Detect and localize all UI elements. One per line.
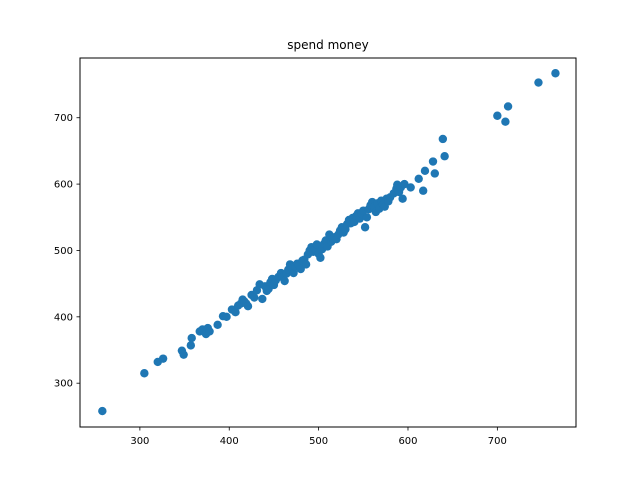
scatter-point xyxy=(179,350,188,359)
scatter-point xyxy=(205,327,214,336)
scatter-point xyxy=(289,268,298,278)
scatter-point xyxy=(493,111,502,120)
scatter-point xyxy=(362,213,372,222)
scatter-point xyxy=(534,78,543,87)
scatter-point xyxy=(158,354,168,363)
scatter-point xyxy=(398,194,407,203)
y-axis: 300 400 500 600 700 xyxy=(54,113,80,390)
scatter-point xyxy=(420,166,430,176)
y-tick-label: 400 xyxy=(54,312,73,323)
scatter-point xyxy=(501,117,510,126)
scatter-point xyxy=(551,69,560,78)
scatter-point xyxy=(243,302,253,311)
scatter-point xyxy=(316,253,325,262)
x-tick-label: 700 xyxy=(488,436,507,447)
scatter-point xyxy=(428,157,438,166)
scatter-point xyxy=(406,183,415,192)
scatter-point xyxy=(187,333,196,343)
scatter-point xyxy=(258,294,267,304)
scatter-point xyxy=(280,276,289,286)
scatter-point xyxy=(360,223,370,232)
scatter-point xyxy=(400,179,409,189)
plot-frame xyxy=(79,57,577,428)
scatter-point xyxy=(222,312,231,322)
x-tick-label: 400 xyxy=(220,436,239,447)
y-tick-label: 500 xyxy=(54,246,73,257)
scatter-point xyxy=(438,134,448,144)
scatter-point xyxy=(430,169,439,178)
y-tick-label: 600 xyxy=(54,180,73,191)
x-axis: 300 400 500 600 700 xyxy=(130,427,507,447)
x-tick-label: 300 xyxy=(130,436,149,447)
scatter-point xyxy=(414,174,423,183)
scatter-point xyxy=(418,186,428,195)
scatter-point xyxy=(98,406,107,416)
y-tick-label: 300 xyxy=(54,379,73,390)
x-tick-label: 500 xyxy=(309,436,328,447)
scatter-point xyxy=(186,341,196,350)
x-tick-label: 600 xyxy=(398,436,417,447)
scatter-point xyxy=(250,293,259,302)
points-layer xyxy=(98,69,560,416)
scatter-point xyxy=(301,260,311,269)
chart-title: spend money xyxy=(287,38,368,52)
y-tick-label: 700 xyxy=(54,113,73,124)
scatter-point xyxy=(213,320,222,329)
scatter-point xyxy=(231,307,240,317)
scatter-point xyxy=(140,369,149,378)
scatter-point xyxy=(503,102,513,111)
scatter-point xyxy=(440,152,449,161)
